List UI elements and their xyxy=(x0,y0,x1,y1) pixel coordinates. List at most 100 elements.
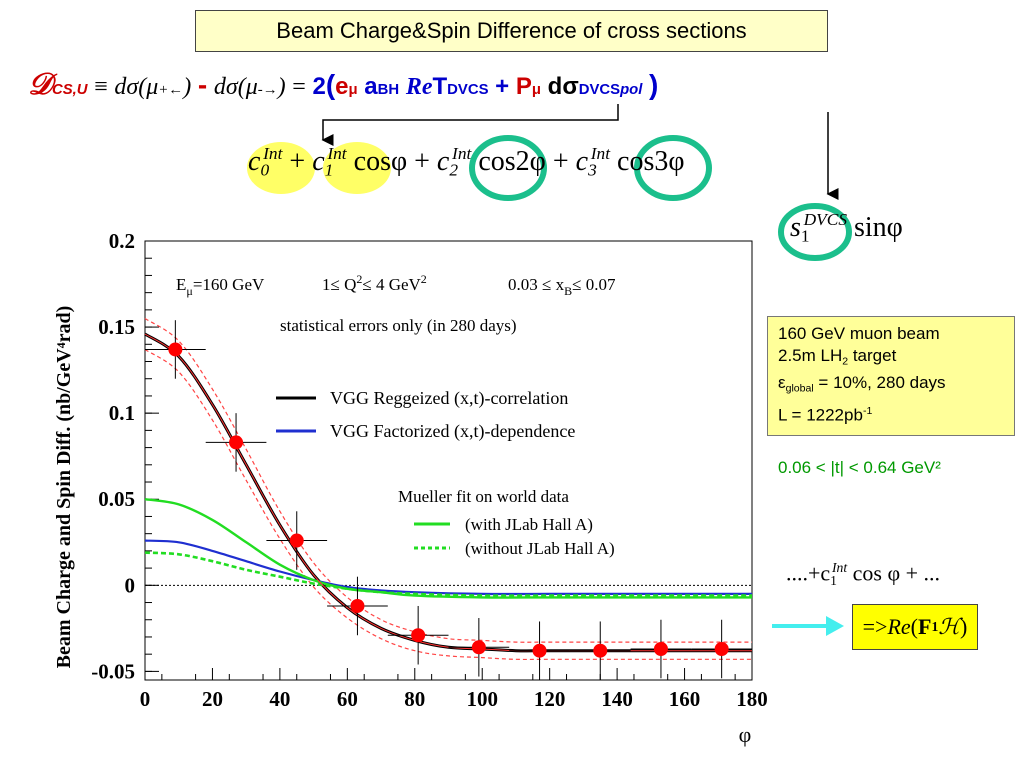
t-range-label: 0.06 < |t| < 0.64 GeV² xyxy=(778,458,941,477)
rhs-close-paren: ) xyxy=(649,69,659,100)
data-point-3 xyxy=(350,598,365,613)
lhs-term-1: dσ(μ+←) xyxy=(114,74,191,100)
s1-term: s1DVCS sinφ xyxy=(790,210,903,246)
coefficient-expansion: c0Int + c1Int cosφ + c2Int cos2φ + c3Int… xyxy=(248,144,685,194)
result-F: F xyxy=(918,614,932,639)
series-suffix: cos φ + ... xyxy=(847,560,941,586)
result-open: ( xyxy=(910,614,918,639)
y-tick-label-4: 0.15 xyxy=(98,315,135,339)
c1-sub: 1 xyxy=(324,160,334,180)
lhs-term-2: dσ(μ-→) xyxy=(214,74,286,100)
cos-3phi: cos3φ xyxy=(617,145,685,177)
cyan-arrow-icon xyxy=(772,616,844,636)
result-F-sub: 1 xyxy=(931,619,939,634)
info-lumi-a: L = 1222pb xyxy=(778,405,863,425)
x-tick-label-160: 160 xyxy=(669,687,701,711)
x-tick-label-20: 20 xyxy=(202,687,223,711)
rhs-plus: + xyxy=(495,73,510,100)
kin-E-val: =160 GeV xyxy=(193,275,265,294)
x-tick-label-0: 0 xyxy=(140,687,151,711)
kin-Q-sup: 2 xyxy=(356,272,362,286)
info-lumi-sup: -1 xyxy=(862,404,873,417)
rhs-P-sub: μ xyxy=(531,82,541,98)
kin-E: E xyxy=(176,275,186,294)
plot-frame xyxy=(144,240,753,681)
plus-3: + xyxy=(552,145,569,177)
legend-label-factorized: VGG Factorized (x,t)-dependence xyxy=(330,421,575,442)
legend-label-reggeized: VGG Reggeized (x,t)-correlation xyxy=(330,388,568,409)
plus-1: + xyxy=(289,145,306,177)
data-point-0 xyxy=(168,342,183,357)
slide-title: Beam Charge&Spin Difference of cross sec… xyxy=(195,10,828,52)
x-tick-label-180: 180 xyxy=(736,687,768,711)
x-axis-label: φ xyxy=(739,722,752,747)
error-band-upper xyxy=(144,317,752,643)
rhs-two: 2 xyxy=(312,73,326,100)
c0-term: c0Int xyxy=(248,144,282,180)
data-point-6 xyxy=(532,643,547,658)
y-tick-label-3: 0.1 xyxy=(109,401,135,425)
kin-Q-unit-sup: 2 xyxy=(421,272,427,286)
experiment-info-box: 160 GeV muon beam 2.5m LH2 target εgloba… xyxy=(767,316,1015,436)
legend-label-without-jlab: (without JLab Hall A) xyxy=(465,539,615,558)
kin-x: 0.03 ≤ x xyxy=(508,275,565,294)
kin-Q: 1≤ Q xyxy=(322,275,356,294)
cos-phi: cosφ xyxy=(353,145,408,177)
y-tick-label-2: 0.05 xyxy=(98,487,135,511)
rhs-expression: 2(eμ aBH ReTDVCS + Pμ dσDVCSpol ) xyxy=(312,69,658,100)
error-band-lower xyxy=(144,348,752,661)
kin-x-val: ≤ 0.07 xyxy=(572,275,616,294)
series-sub: 1 xyxy=(830,572,837,588)
c3-sub: 3 xyxy=(588,160,597,180)
c2-sup: Int xyxy=(452,144,472,163)
lhs-term-2-sup: -→ xyxy=(257,82,278,98)
lhs-term-2-close: ) xyxy=(277,74,286,100)
c2-term: c2Int xyxy=(437,144,472,179)
sin-phi: sinφ xyxy=(854,211,903,243)
s1-sup: DVCS xyxy=(803,210,847,229)
curve-vgg-factorized xyxy=(144,539,752,596)
cos-2phi: cos2φ xyxy=(478,145,546,177)
series-expansion: ....+c1Int cos φ + ... xyxy=(786,560,940,589)
curve-mueller-with-jlab xyxy=(144,498,752,599)
data-point-2 xyxy=(289,533,304,548)
x-tick-label-80: 80 xyxy=(404,687,425,711)
series-sup: Int xyxy=(831,560,848,575)
rhs-P: P xyxy=(515,73,532,100)
x-tick-label-140: 140 xyxy=(601,687,633,711)
legend-label-with-jlab: (with JLab Hall A) xyxy=(465,515,593,534)
data-point-7 xyxy=(593,643,608,658)
rhs-dsigma: dσ xyxy=(547,73,579,100)
rhs-open-paren: ( xyxy=(325,69,336,100)
y-tick-label-1: 0 xyxy=(125,573,136,597)
lhs-term-1-close: ) xyxy=(183,74,192,100)
kinematics-annotation: Eμ=160 GeV 1≤ Q2≤ 4 GeV2 0.03 ≤ xB≤ 0.07 xyxy=(176,268,616,298)
info-beam: 160 GeV muon beam xyxy=(778,324,940,343)
rhs-a: a xyxy=(364,73,378,100)
c1-letter: c xyxy=(312,145,325,177)
minus-sign: - xyxy=(197,69,208,100)
x-tick-label-40: 40 xyxy=(269,687,290,711)
s1-highlight xyxy=(778,203,852,261)
result-arrow: => xyxy=(862,614,888,639)
y-axis-label: Beam Charge and Spin Diff. (nb/GeV⁴rad) xyxy=(53,306,75,669)
c0-sub: 0 xyxy=(260,160,270,180)
c3-term: c3Int xyxy=(576,144,610,180)
c1-term: c1Int xyxy=(312,144,346,180)
info-eps-b: = 10%, 280 days xyxy=(813,373,946,393)
curve-mueller-without-jlab xyxy=(144,551,752,598)
info-target-sub: 2 xyxy=(842,355,849,368)
info-target-a: 2.5m LH xyxy=(778,346,843,365)
arrow-re-to-c0 xyxy=(321,104,619,146)
kin-Q-val: ≤ 4 GeV xyxy=(362,275,421,294)
main-formula: 𝒟CS,U ≡ dσ(μ+←) - dσ(μ-→) = 2(eμ aBH ReT… xyxy=(28,68,658,108)
s1-sub: 1 xyxy=(800,226,810,246)
info-luminosity: L = 1222pb-1 xyxy=(778,400,1004,427)
info-eps: ε xyxy=(778,373,786,393)
data-point-8 xyxy=(653,642,668,657)
kin-E-sub: μ xyxy=(186,284,192,298)
c0-letter: c xyxy=(248,145,261,177)
y-tick-label-5: 0.2 xyxy=(109,229,135,253)
